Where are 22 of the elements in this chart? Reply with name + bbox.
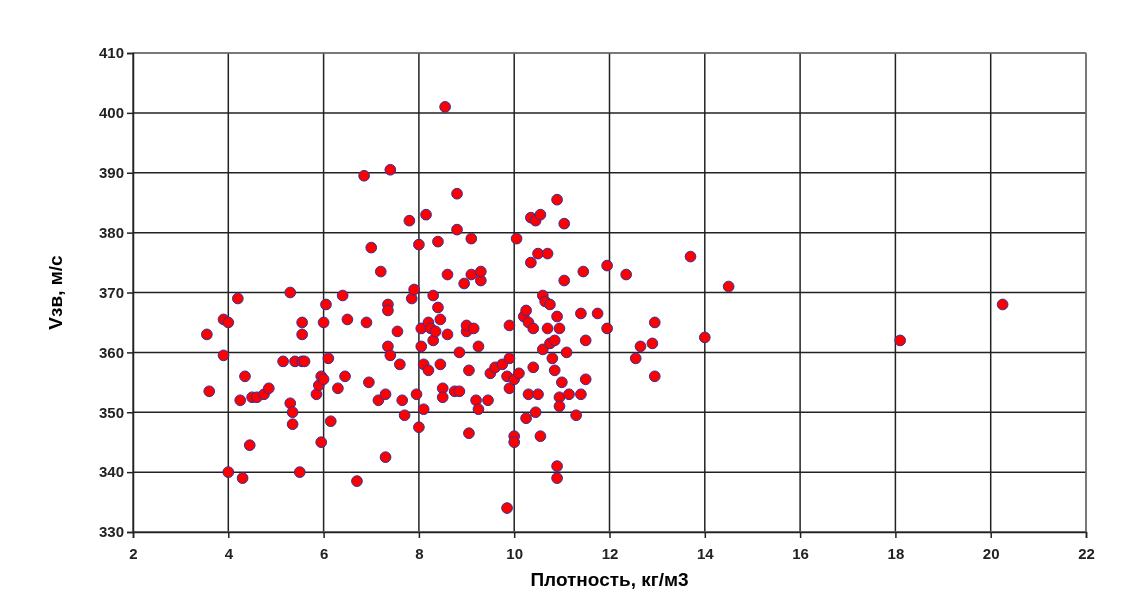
y-tick-label: 410 bbox=[98, 44, 124, 62]
y-tick-label: 370 bbox=[98, 283, 124, 301]
y-tick-label: 400 bbox=[98, 104, 124, 122]
x-tick-label: 18 bbox=[887, 545, 905, 562]
x-tick-label: 6 bbox=[319, 545, 329, 562]
y-tick-label: 360 bbox=[98, 343, 124, 361]
x-tick-label: 2 bbox=[129, 545, 138, 562]
y-tick-label: 330 bbox=[98, 523, 124, 541]
x-tick-label: 16 bbox=[792, 545, 809, 562]
y-axis-title: Vзв, м/с bbox=[45, 254, 66, 330]
x-tick-label: 10 bbox=[506, 545, 524, 562]
x-tick-label: 22 bbox=[1078, 545, 1095, 562]
x-axis-title: Плотность, кг/м3 bbox=[530, 569, 689, 590]
y-tick-label: 350 bbox=[98, 403, 124, 421]
x-tick-label: 20 bbox=[982, 545, 1000, 562]
x-tick-label: 14 bbox=[696, 545, 715, 562]
y-tick-label: 340 bbox=[98, 463, 124, 481]
x-tick-label: 8 bbox=[415, 545, 424, 562]
x-tick-label: 12 bbox=[601, 545, 619, 562]
x-tick-label: 4 bbox=[224, 545, 234, 562]
y-tick-label: 380 bbox=[98, 223, 124, 241]
y-tick-label: 390 bbox=[98, 164, 124, 182]
